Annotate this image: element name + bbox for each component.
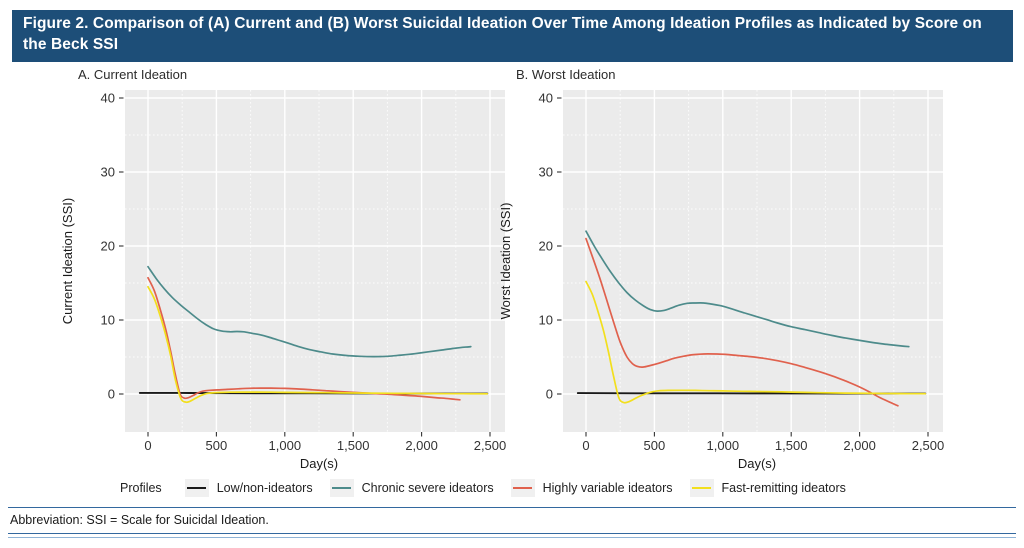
x-tick-labels: 0 500 1,000 1,500 2,000 2,500 <box>144 438 506 453</box>
x-tick-label: 1,000 <box>707 438 740 453</box>
x-tick-label: 2,000 <box>405 438 438 453</box>
x-tick-label: 1,500 <box>337 438 370 453</box>
legend-item-label: Chronic severe ideators <box>361 481 494 495</box>
axis-ticks <box>119 97 491 437</box>
y-axis-title: Current Ideation (SSI) <box>60 198 75 324</box>
series-line-highly-variable-ideators <box>585 237 899 407</box>
y-tick-label: 30 <box>539 165 553 180</box>
y-tick-labels: 0 10 20 30 40 <box>101 91 115 402</box>
legend-key-swatch <box>689 479 714 497</box>
x-tick-label: 2,500 <box>912 438 945 453</box>
plot-background <box>125 90 505 432</box>
series-line-highly-variable-ideators <box>147 276 461 401</box>
legend-key-swatch <box>329 479 354 497</box>
minor-gridlines <box>563 90 943 432</box>
panel-b-chart: 0 500 1,000 1,500 2,000 2,500 0 10 20 30 40 Day(s) W… <box>498 90 944 471</box>
x-axis-title: Day(s) <box>300 456 338 471</box>
series-line-chronic-severe-ideators <box>147 265 472 358</box>
legend-item-low-non-ideators: Low/non-ideators <box>184 479 313 497</box>
y-tick-label: 40 <box>101 91 115 106</box>
x-tick-label: 1,000 <box>269 438 302 453</box>
legend-item-chronic-severe-ideators: Chronic severe ideators <box>329 479 494 497</box>
x-axis-title: Day(s) <box>738 456 776 471</box>
y-tick-label: 0 <box>546 387 553 402</box>
legend-line-icon <box>513 487 533 489</box>
x-tick-label: 2,500 <box>474 438 507 453</box>
panel-a-title: A. Current Ideation <box>78 67 188 82</box>
x-tick-label: 1,500 <box>775 438 808 453</box>
figure-title: Figure 2. Comparison of (A) Current and … <box>23 15 982 53</box>
series-line-fast-remitting-ideators <box>585 280 927 404</box>
y-tick-label: 40 <box>539 91 553 106</box>
y-tick-label: 0 <box>108 387 115 402</box>
plot-background <box>563 90 943 432</box>
y-tick-labels: 0 10 20 30 40 <box>539 91 553 402</box>
footer-bottom-rule <box>8 533 1016 534</box>
legend-line-icon <box>692 487 712 489</box>
legend-line-icon <box>187 487 207 489</box>
x-tick-label: 0 <box>582 438 589 453</box>
x-tick-label: 0 <box>144 438 151 453</box>
footer-top-rule <box>8 507 1016 508</box>
minor-gridlines <box>125 90 505 432</box>
y-tick-label: 20 <box>539 239 553 254</box>
x-tick-label: 2,000 <box>843 438 876 453</box>
y-tick-label: 20 <box>101 239 115 254</box>
x-tick-labels: 0 500 1,000 1,500 2,000 2,500 <box>582 438 944 453</box>
legend-line-icon <box>332 487 352 489</box>
major-gridlines <box>563 90 943 432</box>
legend-item-label: Fast-remitting ideators <box>721 481 846 495</box>
y-tick-label: 10 <box>101 313 115 328</box>
figure-title-bar: Figure 2. Comparison of (A) Current and … <box>12 10 1013 62</box>
x-tick-label: 500 <box>644 438 666 453</box>
legend-title: Profiles <box>120 481 162 495</box>
legend: Profiles Low/non-ideators Chronic severe … <box>120 477 846 499</box>
y-tick-label: 10 <box>539 313 553 328</box>
x-tick-label: 500 <box>206 438 228 453</box>
panel-b-title: B. Worst Ideation <box>516 67 616 82</box>
legend-key-swatch <box>510 479 535 497</box>
legend-key-swatch <box>184 479 209 497</box>
panel-a-chart: 0 500 1,000 1,500 2,000 2,500 0 10 20 30 40 Day(s) C… <box>60 90 506 471</box>
axis-ticks <box>557 97 929 437</box>
legend-item-fast-remitting-ideators: Fast-remitting ideators <box>689 479 846 497</box>
series-line-fast-remitting-ideators <box>147 285 489 404</box>
y-tick-label: 30 <box>101 165 115 180</box>
y-axis-title: Worst Ideation (SSI) <box>498 203 513 320</box>
legend-item-label: Highly variable ideators <box>542 481 673 495</box>
series-line-chronic-severe-ideators <box>585 230 910 348</box>
legend-item-highly-variable-ideators: Highly variable ideators <box>510 479 673 497</box>
legend-item-label: Low/non-ideators <box>216 481 313 495</box>
abbreviation-note: Abbreviation: SSI = Scale for Suicidal I… <box>10 513 269 527</box>
footer-bottom-rule-light <box>8 537 1016 538</box>
